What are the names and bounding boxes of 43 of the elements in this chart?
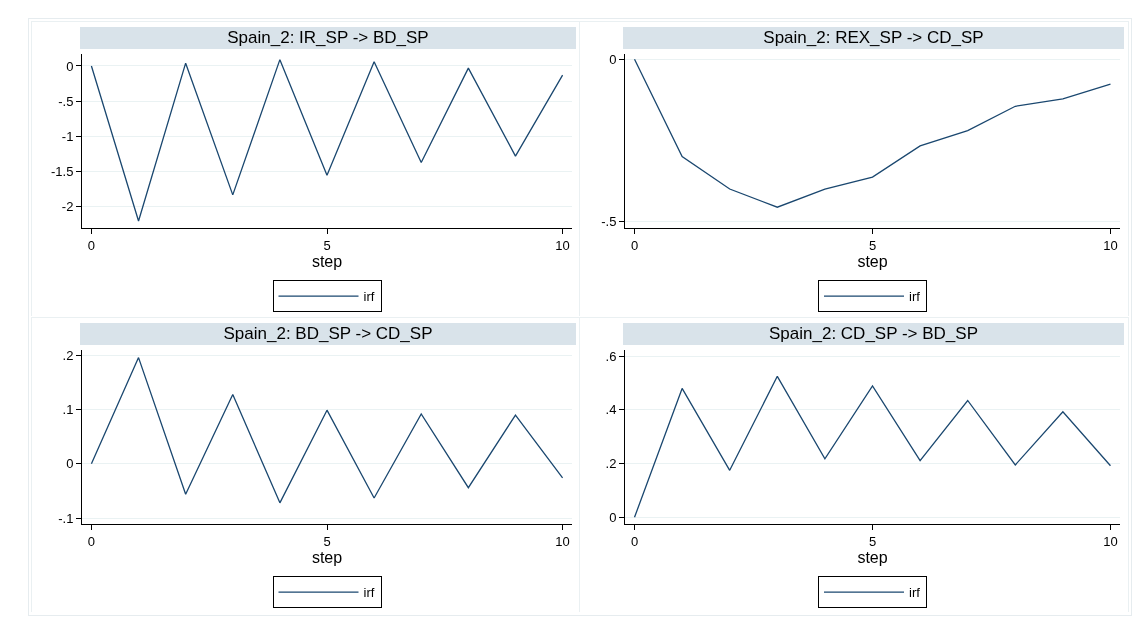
- y-tick-label: .2: [62, 347, 74, 363]
- x-tick-label: 5: [868, 533, 877, 549]
- y-tick-label: 0: [609, 51, 617, 67]
- x-tick-label: 0: [630, 533, 639, 549]
- chart-title: Spain_2: REX_SP -> CD_SP: [623, 27, 1124, 49]
- y-tick-label: -.1: [58, 510, 74, 526]
- text: irf: [363, 585, 375, 601]
- text: irf: [909, 585, 921, 601]
- x-axis-title: step: [311, 252, 343, 270]
- text: irf: [363, 289, 375, 305]
- y-tick-label: 0: [66, 58, 74, 74]
- y-tick-label: .1: [62, 402, 74, 418]
- x-tick-label: 5: [323, 237, 331, 253]
- x-tick-label: 10: [555, 533, 570, 549]
- y-tick-label: -.5: [601, 214, 617, 230]
- y-tick-label: -2: [61, 199, 74, 215]
- x-tick-label: 0: [87, 237, 96, 253]
- y-tick-label: 0: [66, 456, 74, 472]
- y-tick-label: .4: [605, 402, 617, 418]
- x-tick-label: 0: [87, 533, 96, 549]
- x-axis-title: step: [311, 548, 343, 566]
- line-series: [633, 375, 1112, 518]
- line-series: [90, 58, 564, 222]
- text: irf: [909, 289, 921, 305]
- y-tick-label: .2: [605, 456, 617, 472]
- chart-title: Spain_2: CD_SP -> BD_SP: [623, 323, 1124, 345]
- chart-title: Spain_2: BD_SP -> CD_SP: [80, 323, 576, 345]
- chart-title: Spain_2: IR_SP -> BD_SP: [80, 27, 576, 49]
- y-tick-label: -.5: [58, 93, 74, 109]
- line-series: [90, 356, 564, 504]
- x-axis-title: step: [857, 548, 888, 566]
- x-tick-label: 10: [1103, 533, 1118, 549]
- x-tick-label: 10: [1103, 237, 1118, 253]
- y-tick-label: .6: [605, 348, 617, 364]
- line-series: [633, 58, 1112, 208]
- x-tick-label: 5: [868, 237, 877, 253]
- y-tick-label: -1: [61, 128, 74, 144]
- x-tick-label: 10: [555, 237, 570, 253]
- x-tick-label: 0: [630, 237, 639, 253]
- y-tick-label: -1.5: [50, 164, 74, 180]
- x-axis-title: step: [857, 252, 888, 270]
- x-tick-label: 5: [323, 533, 331, 549]
- y-tick-label: 0: [609, 509, 617, 525]
